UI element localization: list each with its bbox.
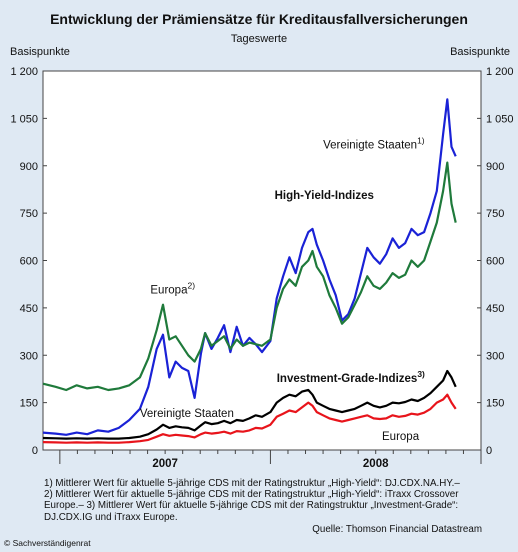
y-tick-label-right: 300 [486, 350, 504, 362]
series-line-0 [42, 98, 457, 436]
y-tick-label-left: 900 [20, 161, 38, 173]
y-tick-label-left: 0 [32, 445, 38, 457]
annotation-label-4: Vereinigte Staaten [140, 408, 234, 420]
series-line-2 [42, 369, 457, 440]
x-tick-label: 2008 [363, 458, 389, 470]
annotation-label-1: High-Yield-Indizes [275, 190, 374, 202]
annotation-label-0: Vereinigte Staaten1) [323, 135, 425, 151]
y-tick-label-left: 750 [20, 208, 38, 220]
annotation-label-3: Investment-Grade-Indizes3) [277, 369, 425, 385]
footnote-1: 1) Mittlerer Wert für aktuelle 5-jährige… [44, 478, 460, 489]
annotations-group: Vereinigte Staaten1) High-Yield-Indizes Eu… [140, 135, 425, 443]
series-line-3 [42, 393, 457, 444]
chart-subtitle: Tageswerte [230, 33, 288, 45]
y-tick-label-left: 150 [20, 398, 38, 410]
y-axis-left: 0 150 300 450 600 750 900 1 050 1 200 [10, 66, 47, 457]
y-tick-label-right: 900 [486, 161, 504, 173]
copyright-note: © Sachverständigenrat [4, 538, 91, 548]
y-tick-label-left: 600 [20, 256, 38, 268]
y-axis-right: 0 150 300 450 600 750 900 1 050 1 200 [477, 66, 514, 457]
y-tick-label-left: 1 200 [10, 66, 38, 78]
y-axis-unit-right: Basispunkte [450, 46, 510, 58]
y-tick-label-right: 1 050 [486, 113, 514, 125]
footnotes: 1) Mittlerer Wert für aktuelle 5-jährige… [44, 478, 484, 523]
series-line-1 [42, 161, 457, 392]
chart-title: Entwicklung der Prämiensätze für Kredita… [50, 11, 468, 27]
source-note: Quelle: Thomson Financial Datastream [312, 524, 482, 535]
y-tick-label-right: 750 [486, 208, 504, 220]
footnote-2: 2) Mittlerer Wert für aktuelle 5-jährige… [44, 489, 459, 523]
plot-area [42, 70, 482, 451]
y-tick-label-right: 150 [486, 398, 504, 410]
annotation-label-2: Europa2) [150, 281, 195, 297]
y-axis-unit-left: Basispunkte [10, 46, 70, 58]
y-tick-label-right: 1 200 [486, 66, 514, 78]
annotation-label-5: Europa [382, 431, 420, 443]
y-tick-label-right: 450 [486, 303, 504, 315]
x-tick-label: 2007 [152, 458, 178, 470]
y-tick-label-right: 0 [486, 445, 492, 457]
y-tick-label-left: 1 050 [10, 113, 38, 125]
y-tick-label-right: 600 [486, 256, 504, 268]
y-tick-label-left: 300 [20, 350, 38, 362]
x-axis: 2007 2008 [59, 450, 482, 470]
series-group [42, 98, 457, 444]
y-tick-label-left: 450 [20, 303, 38, 315]
